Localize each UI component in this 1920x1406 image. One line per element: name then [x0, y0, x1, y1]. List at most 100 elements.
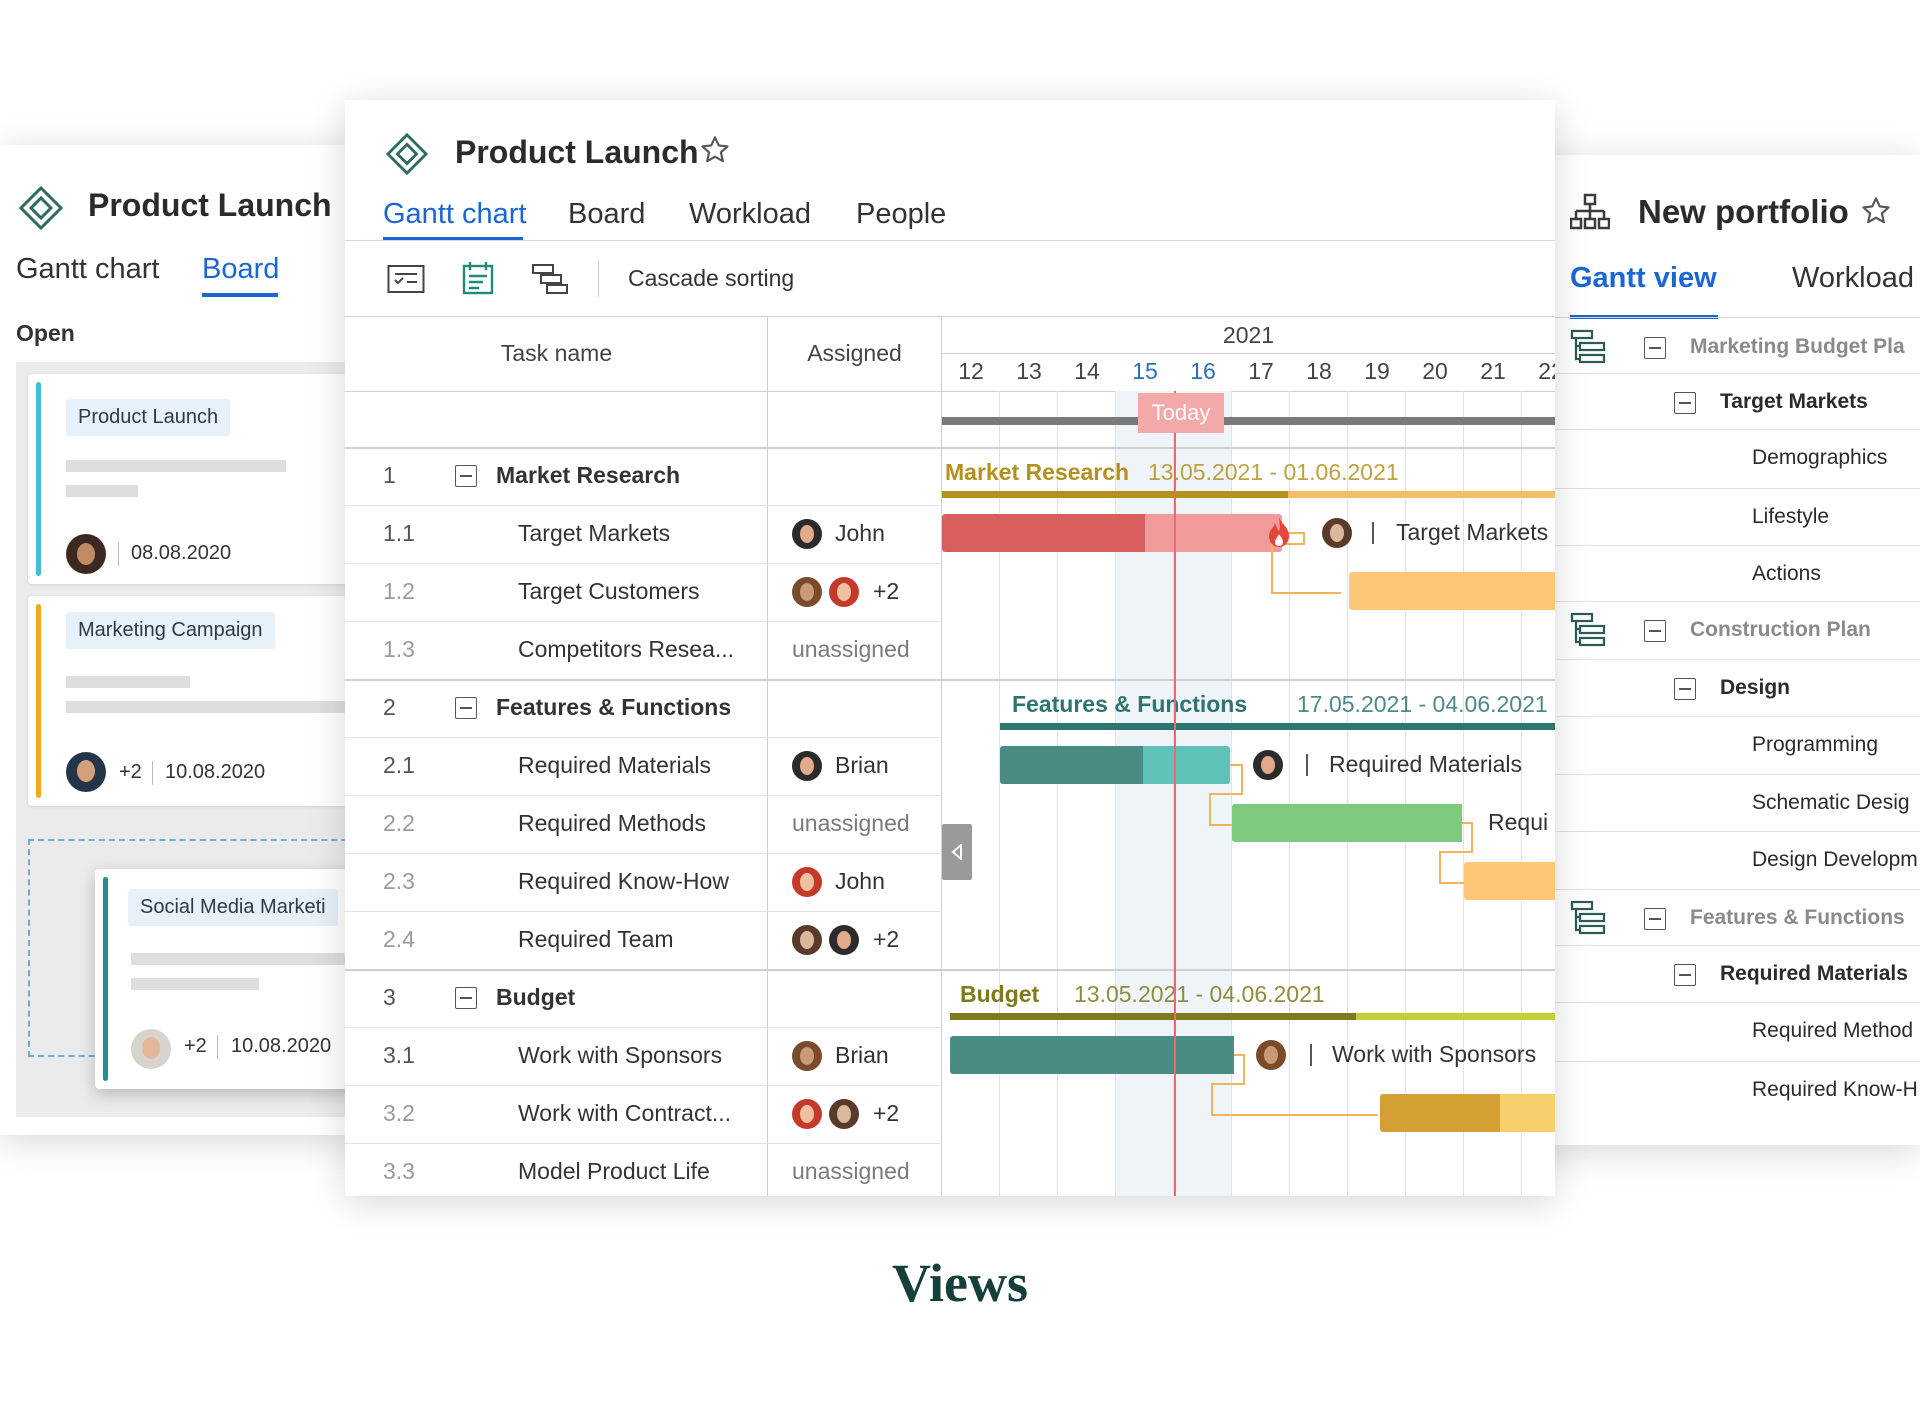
portfolio-project-row[interactable]: Marketing Budget Pla: [1540, 318, 1920, 373]
portfolio-task-row[interactable]: Design Developm: [1540, 831, 1920, 889]
row-divider: [1540, 545, 1920, 546]
task-bar[interactable]: [1349, 572, 1555, 610]
assignee-count[interactable]: +2: [873, 926, 900, 952]
column-header-task-name[interactable]: Task name: [500, 340, 613, 366]
task-name[interactable]: Work with Sponsors: [518, 1042, 723, 1068]
task-bar[interactable]: [1000, 746, 1143, 784]
group-row[interactable]: 1 Market Research: [345, 447, 942, 505]
portfolio-task-row[interactable]: Required Know-H: [1540, 1061, 1920, 1119]
column-header-assigned[interactable]: Assigned: [807, 340, 902, 366]
portfolio-task-row[interactable]: Actions: [1540, 545, 1920, 601]
task-bar[interactable]: [1380, 1094, 1500, 1132]
task-name[interactable]: Required Methods: [518, 810, 706, 836]
task-row[interactable]: 1.1 Target Markets John: [345, 505, 942, 563]
tab-people[interactable]: People: [856, 198, 947, 230]
task-bar[interactable]: [1464, 862, 1555, 900]
collapse-icon[interactable]: [1674, 392, 1696, 414]
collapse-icon[interactable]: [455, 465, 477, 487]
task-row[interactable]: 3.1 Work with Sponsors Brian: [345, 1027, 942, 1085]
assignee[interactable]: Brian: [835, 1042, 889, 1068]
tab-workload[interactable]: Workload: [1792, 262, 1914, 294]
timeline-day: 15: [1132, 358, 1158, 384]
portfolio-task-row[interactable]: Schematic Desig: [1540, 774, 1920, 831]
portfolio-project-row[interactable]: Construction Plan: [1540, 601, 1920, 659]
group-bar[interactable]: [950, 1013, 1356, 1020]
portfolio-task-row[interactable]: Programming: [1540, 716, 1920, 774]
task-name[interactable]: Model Product Life: [518, 1158, 710, 1184]
tab-board[interactable]: Board: [568, 198, 646, 230]
row-number: 1.1: [383, 520, 415, 546]
task-name[interactable]: Target Markets: [518, 520, 671, 546]
card-label: Product Launch: [66, 399, 231, 436]
collapse-icon[interactable]: [1644, 908, 1666, 930]
task-row[interactable]: 1.2 Target Customers +2: [345, 563, 942, 621]
group-row[interactable]: 3 Budget: [345, 969, 942, 1027]
collapse-icon[interactable]: [1644, 620, 1666, 642]
portfolio-task-row[interactable]: Required Method: [1540, 1002, 1920, 1061]
board-card[interactable]: Marketing Campaign +2 10.08.2020: [28, 596, 360, 806]
task-row[interactable]: 3.3 Model Product Life unassigned: [345, 1143, 942, 1196]
task-name[interactable]: Required Team: [518, 926, 674, 952]
assignee[interactable]: unassigned: [792, 636, 910, 662]
task-row[interactable]: 1.3 Competitors Resea... unassigned: [345, 621, 942, 679]
portfolio-task-row[interactable]: Demographics: [1540, 429, 1920, 488]
assignee-count: +2: [119, 761, 142, 783]
star-icon[interactable]: [699, 134, 731, 166]
board-card[interactable]: Product Launch 08.08.2020: [28, 374, 360, 584]
collapse-grid-handle[interactable]: [942, 824, 972, 880]
assignee[interactable]: Brian: [835, 752, 889, 778]
tab-gantt-view[interactable]: Gantt view: [1570, 262, 1717, 294]
group-bar[interactable]: [1000, 723, 1555, 730]
task-bar[interactable]: [1232, 804, 1462, 842]
task-name[interactable]: Required Know-How: [518, 868, 729, 894]
cascade-sorting-button[interactable]: Cascade sorting: [628, 265, 795, 291]
task-row[interactable]: 2.3 Required Know-How John: [345, 853, 942, 911]
placeholder-line: [131, 978, 259, 990]
calendar-icon[interactable]: [461, 260, 495, 296]
assignee[interactable]: John: [835, 520, 885, 546]
group-bar[interactable]: [942, 491, 1288, 498]
portfolio-group-row[interactable]: Required Materials: [1540, 945, 1920, 1002]
collapse-icon[interactable]: [1674, 964, 1696, 986]
row-divider: [345, 505, 942, 506]
avatar: [1322, 518, 1352, 548]
group-row[interactable]: 2 Features & Functions: [345, 679, 942, 737]
collapse-icon[interactable]: [455, 987, 477, 1009]
collapse-icon[interactable]: [1674, 678, 1696, 700]
dragged-board-card[interactable]: Social Media Marketi +2 10.08.2020: [95, 869, 365, 1089]
collapse-icon[interactable]: [455, 697, 477, 719]
portfolio-task-row[interactable]: Lifestyle: [1540, 488, 1920, 545]
task-row[interactable]: 2.4 Required Team +2: [345, 911, 942, 969]
assignee[interactable]: unassigned: [792, 1158, 910, 1184]
gantt-timeline[interactable]: Today Market Research 13.05.2021 - 01.06.2…: [942, 354, 1555, 1196]
hierarchy-icon[interactable]: [531, 262, 569, 294]
task-bar[interactable]: [950, 1036, 1234, 1074]
task-row[interactable]: 3.2 Work with Contract... +2: [345, 1085, 942, 1143]
collapse-icon[interactable]: [1644, 337, 1666, 359]
portfolio-group-row[interactable]: Target Markets: [1540, 373, 1920, 429]
task-name[interactable]: Work with Contract...: [518, 1100, 732, 1126]
task-name[interactable]: Required Materials: [518, 752, 712, 778]
placeholder-line: [66, 460, 286, 472]
portfolio-project-row[interactable]: Features & Functions: [1540, 889, 1920, 945]
assignee-count[interactable]: +2: [873, 578, 900, 604]
task-bar[interactable]: [942, 514, 1145, 552]
row-number: 2.1: [383, 752, 415, 778]
tab-gantt-chart[interactable]: Gantt chart: [16, 253, 160, 285]
assignee[interactable]: unassigned: [792, 810, 910, 836]
assignee-count[interactable]: +2: [873, 1100, 900, 1126]
tab-board[interactable]: Board: [202, 253, 280, 285]
tab-workload[interactable]: Workload: [689, 198, 811, 230]
assignee[interactable]: John: [835, 868, 885, 894]
tab-gantt-chart[interactable]: Gantt chart: [383, 198, 527, 230]
row-divider: [345, 911, 942, 912]
group-bar-remaining: [1356, 1013, 1555, 1020]
portfolio-group-row[interactable]: Design: [1540, 659, 1920, 716]
task-list-icon[interactable]: [387, 263, 425, 295]
task-row[interactable]: 2.1 Required Materials Brian: [345, 737, 942, 795]
timeline-day: 16: [1190, 358, 1216, 384]
star-icon[interactable]: [1860, 195, 1892, 227]
task-name[interactable]: Competitors Resea...: [518, 636, 735, 662]
task-name[interactable]: Target Customers: [518, 578, 700, 604]
task-row[interactable]: 2.2 Required Methods unassigned: [345, 795, 942, 853]
